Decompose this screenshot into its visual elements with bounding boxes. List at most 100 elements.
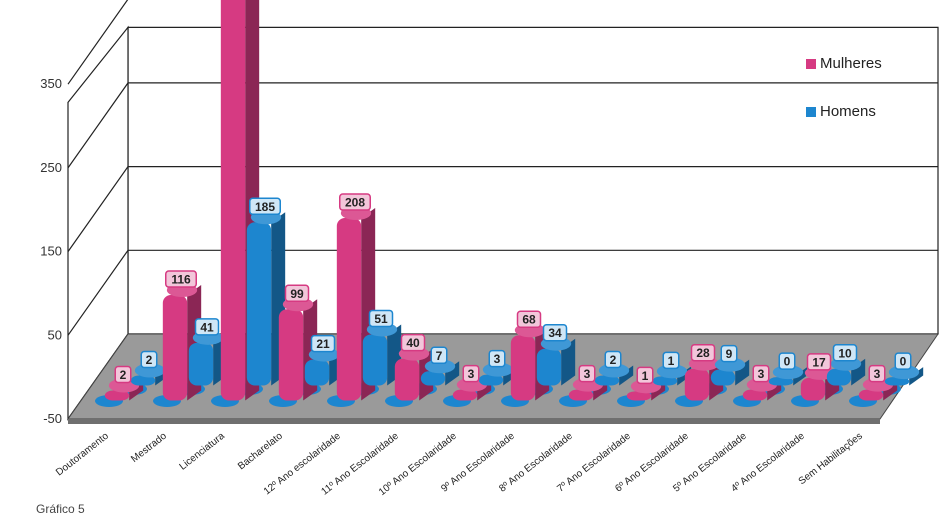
bar-homens (304, 359, 330, 386)
data-label: 2 (120, 368, 127, 382)
bar-mulheres (278, 309, 304, 401)
data-label: 99 (290, 287, 304, 301)
data-label: 2 (146, 353, 153, 367)
data-label: 1 (668, 354, 675, 368)
data-label: 28 (696, 346, 710, 360)
data-label-box (249, 197, 281, 216)
bar-homens (652, 376, 678, 386)
bar-homens (188, 342, 214, 386)
bar-homens (710, 369, 736, 386)
data-label: 51 (374, 312, 388, 326)
legend-swatch (806, 59, 816, 69)
data-label-box (339, 193, 371, 211)
data-label-box (194, 318, 220, 336)
data-label-box (578, 364, 596, 383)
data-label-box (752, 364, 770, 383)
floor-edge (68, 419, 880, 424)
bar-homens-side (909, 367, 924, 386)
data-label: 3 (468, 367, 475, 381)
y-tick-label: 50 (48, 327, 62, 342)
data-label-box (720, 344, 738, 363)
data-label-box (636, 366, 654, 385)
data-label: 208 (345, 196, 365, 210)
bar-mulheres (452, 389, 478, 401)
bar-mulheres (162, 295, 188, 401)
data-label: 1 (642, 369, 649, 383)
bar-mulheres-side (651, 381, 666, 401)
data-label: 3 (494, 352, 501, 366)
bar-homens-side (735, 359, 750, 386)
gridline-diagonal (67, 82, 129, 169)
gridline-diagonal (67, 249, 129, 336)
bar-homens (768, 377, 794, 386)
data-label-box (806, 353, 832, 371)
data-label: 10 (838, 346, 852, 360)
x-axis-labels: Doutoramento Mestrado Licenciatura Bacharel… (54, 430, 865, 498)
bar-homens (130, 375, 156, 386)
gridline-diagonal (67, 166, 129, 252)
x-tick-label: Mestrado (129, 430, 169, 465)
data-label-box (894, 352, 912, 370)
data-label-box (430, 346, 448, 365)
figure-caption: Gráfico 5 (36, 502, 85, 516)
data-label-box (114, 365, 132, 384)
data-label: 21 (316, 337, 330, 351)
bar-mulheres (858, 389, 884, 401)
y-tick-label: 150 (40, 244, 62, 259)
bar-mulheres (220, 0, 246, 401)
data-label-box (868, 364, 886, 383)
data-label: 116 (171, 273, 191, 287)
bar-mulheres (742, 389, 768, 401)
bar-mulheres (510, 335, 536, 401)
data-label-box (310, 334, 336, 353)
y-axis: -50 50 150 250 350 (40, 76, 62, 426)
bar-homens (478, 374, 504, 386)
bar-mulheres (568, 389, 594, 401)
data-label: 0 (900, 355, 907, 369)
bar-mulheres (394, 358, 420, 401)
data-label-box (604, 350, 622, 369)
data-label-box (368, 309, 394, 328)
data-label-box (690, 343, 716, 362)
bar-homens-side (561, 338, 576, 386)
data-label-box (832, 344, 858, 362)
x-tick-label: Doutoramento (54, 430, 111, 478)
bar-homens-side (851, 358, 866, 386)
data-label: 7 (436, 349, 443, 363)
x-tick-label: Licenciatura (178, 430, 228, 472)
data-label-box (400, 333, 426, 352)
bar-mulheres (336, 218, 362, 401)
bar-homens-side (793, 367, 808, 386)
bar-homens (362, 334, 388, 386)
gridline-diagonal (67, 0, 129, 85)
data-label-box (488, 349, 506, 368)
data-label: 68 (522, 313, 536, 327)
x-tick-label: Sem Habilitações (797, 431, 865, 488)
data-label-box (165, 270, 197, 288)
legend: Mulheres Homens (806, 55, 882, 120)
x-tick-label: Bacharelato (236, 430, 285, 472)
data-label: 9 (726, 347, 733, 361)
data-label-box (516, 310, 542, 328)
bar-homens-side (619, 365, 634, 386)
y-tick-label: -50 (43, 411, 62, 426)
bar-homens (246, 222, 272, 386)
data-label: 185 (255, 200, 275, 214)
data-label: 34 (548, 326, 562, 340)
chart-walls (67, 25, 939, 421)
legend-label: Mulheres (820, 55, 882, 72)
bar-mulheres (684, 368, 710, 401)
data-label-box (662, 351, 680, 370)
data-label-box (140, 350, 158, 369)
data-label: 41 (200, 320, 214, 334)
bar-homens (826, 368, 852, 386)
data-label: 3 (874, 367, 881, 381)
data-label: 3 (584, 367, 591, 381)
bar-homens (420, 371, 446, 386)
data-label-box (778, 352, 796, 370)
data-label: 2 (610, 353, 617, 367)
legend-label: Homens (820, 103, 876, 120)
y-tick-label: 250 (40, 160, 62, 175)
data-label-box (284, 284, 310, 303)
